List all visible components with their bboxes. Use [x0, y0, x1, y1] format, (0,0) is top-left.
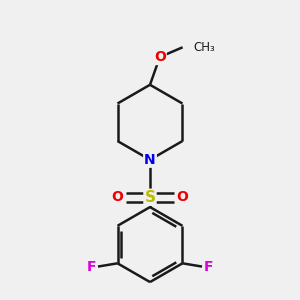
Text: O: O	[177, 190, 188, 204]
Text: N: N	[144, 153, 156, 167]
Text: S: S	[145, 190, 155, 205]
Text: O: O	[154, 50, 166, 64]
Text: F: F	[87, 260, 96, 274]
Text: CH₃: CH₃	[193, 41, 215, 54]
Text: F: F	[204, 260, 213, 274]
Text: O: O	[112, 190, 123, 204]
